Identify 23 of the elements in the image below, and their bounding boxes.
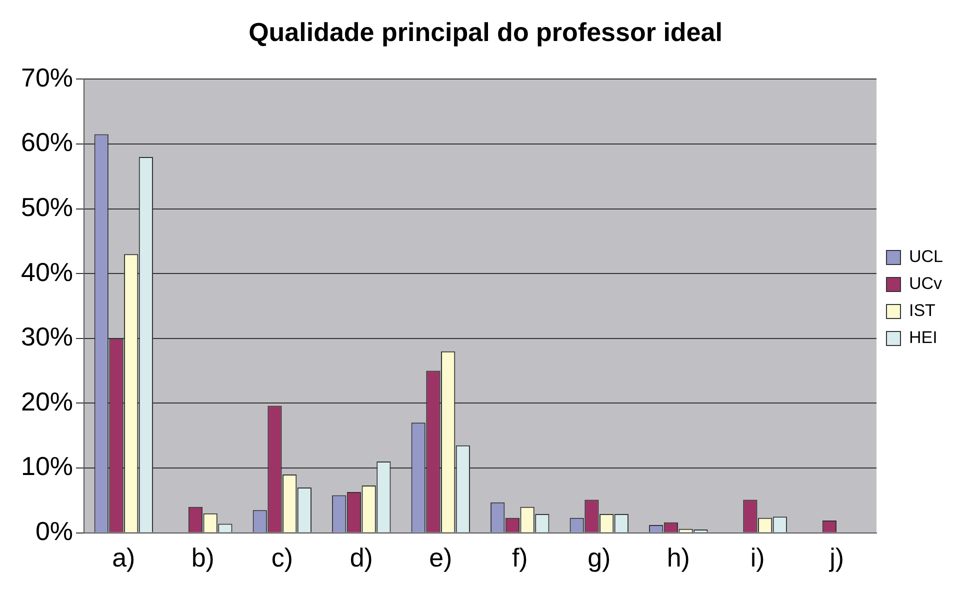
legend-label: IST bbox=[908, 301, 936, 320]
x-tick-label: g) bbox=[588, 542, 611, 573]
x-tick-label: f) bbox=[512, 542, 528, 573]
y-tick-label: 70% bbox=[20, 62, 74, 92]
x-tick-label: h) bbox=[666, 542, 690, 573]
y-tick-label: 10% bbox=[20, 451, 74, 482]
y-tick-label: 0% bbox=[35, 516, 74, 546]
x-tick-label: b) bbox=[191, 542, 214, 573]
y-tick-label: 50% bbox=[20, 192, 74, 222]
x-tick-label: j) bbox=[828, 542, 844, 573]
legend-label: UCv bbox=[908, 274, 943, 294]
x-tick-label: e) bbox=[429, 542, 452, 573]
x-tick-label: i) bbox=[750, 542, 765, 573]
chart-title: Qualidade principal do professor ideal bbox=[248, 16, 722, 47]
y-tick-label: 40% bbox=[20, 256, 74, 287]
y-tick-label: 20% bbox=[20, 386, 74, 416]
y-tick-label: 60% bbox=[20, 127, 74, 158]
x-tick-label: a) bbox=[112, 542, 136, 573]
x-tick-label: c) bbox=[271, 542, 293, 573]
legend-label: UCL bbox=[908, 247, 944, 266]
x-tick-label: d) bbox=[350, 542, 373, 573]
y-tick-label: 30% bbox=[20, 322, 74, 352]
legend-label: HEI bbox=[908, 328, 938, 348]
